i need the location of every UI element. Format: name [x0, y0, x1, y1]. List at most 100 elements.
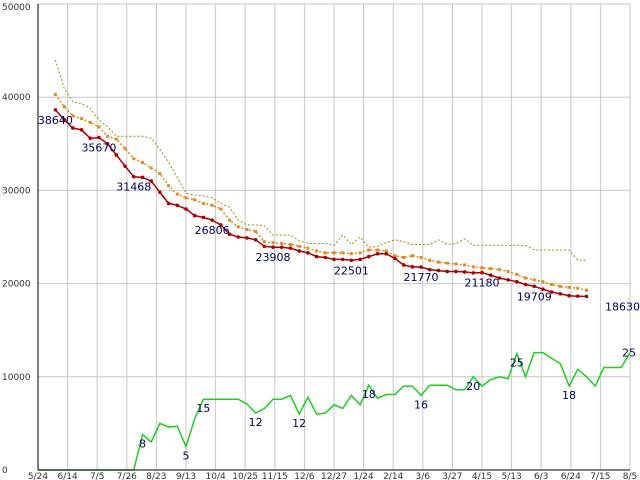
- data-point-red: [79, 128, 84, 132]
- data-point-red: [210, 218, 214, 222]
- data-point-orange: [219, 207, 223, 211]
- data-point-orange: [262, 240, 266, 244]
- axes: [37, 4, 630, 471]
- data-point-orange: [158, 172, 162, 176]
- data-point-red: [532, 284, 537, 289]
- series-line-red: [54, 109, 587, 298]
- data-point-red: [567, 293, 571, 298]
- x-tick-label: 7/5: [90, 472, 104, 480]
- x-tick-label: 5/13: [501, 472, 521, 480]
- data-point-orange: [454, 262, 458, 266]
- data-point-orange: [393, 254, 397, 258]
- data-label-red: 19709: [517, 290, 552, 303]
- data-point-red: [471, 271, 476, 275]
- x-tick-label: 8/5: [623, 472, 637, 480]
- data-point-orange: [402, 256, 406, 260]
- data-point-orange: [489, 267, 493, 271]
- data-point-orange: [71, 114, 75, 118]
- data-point-orange: [532, 278, 536, 282]
- data-point-orange: [288, 242, 292, 246]
- data-point-orange: [149, 166, 153, 170]
- grid-lines: [37, 3, 631, 471]
- y-tick-label: 50000: [2, 3, 31, 13]
- data-label-green: 25: [622, 347, 636, 360]
- data-point-red: [62, 117, 66, 122]
- x-tick-label: 4/15: [472, 472, 492, 480]
- data-point-red: [297, 249, 301, 253]
- data-point-red: [488, 273, 493, 278]
- data-point-orange: [541, 280, 545, 284]
- data-point-red: [497, 276, 502, 280]
- data-point-orange: [550, 283, 554, 287]
- data-point-orange: [497, 268, 501, 272]
- data-point-red: [105, 142, 110, 146]
- data-point-red: [584, 294, 589, 299]
- data-point-orange: [358, 251, 362, 255]
- data-point-red: [541, 287, 545, 291]
- data-label-green: 18: [362, 388, 376, 401]
- data-point-red: [227, 232, 232, 237]
- data-label-green: 20: [466, 380, 480, 393]
- data-point-red: [323, 255, 328, 260]
- data-point-orange: [436, 260, 440, 264]
- data-point-orange: [140, 160, 144, 164]
- data-label-red: 35670: [81, 142, 116, 155]
- y-tick-label: 10000: [2, 373, 31, 383]
- data-point-red: [306, 251, 310, 255]
- data-point-red: [149, 179, 153, 183]
- data-point-red: [427, 267, 432, 272]
- data-point-orange: [480, 266, 484, 270]
- x-tick-label: 6/3: [534, 472, 548, 480]
- data-point-orange: [384, 249, 388, 253]
- data-point-orange: [88, 120, 92, 124]
- y-tick-label: 30000: [2, 186, 31, 196]
- data-point-orange: [463, 263, 467, 267]
- data-labels: 38640 35670 31468 26806 23908 22501 21770 21180…: [38, 114, 640, 463]
- x-tick-label: 6/14: [57, 472, 77, 480]
- data-point-orange: [306, 246, 310, 250]
- data-point-orange: [97, 125, 101, 129]
- x-tick-label: 10/4: [205, 472, 225, 480]
- x-tick-label: 3/27: [442, 472, 462, 480]
- data-point-red: [114, 153, 119, 157]
- data-point-red: [358, 257, 362, 262]
- data-label-red: 31468: [116, 181, 151, 194]
- x-tick-label: 1/24: [353, 472, 373, 480]
- series-line-green: [38, 351, 631, 471]
- data-label-red: 26806: [195, 224, 230, 237]
- data-point-red: [88, 136, 93, 141]
- data-point-orange: [175, 192, 179, 196]
- data-point-red: [558, 292, 563, 296]
- data-point-red: [262, 244, 267, 249]
- x-tick-label: 10/25: [232, 472, 258, 480]
- data-label-green: 15: [196, 402, 210, 415]
- data-point-red: [549, 290, 554, 294]
- data-point-red: [436, 268, 441, 273]
- data-point-orange: [280, 242, 284, 246]
- data-point-orange: [576, 286, 580, 290]
- data-point-orange: [184, 196, 188, 200]
- data-point-orange: [445, 261, 449, 265]
- data-point-red: [236, 235, 241, 239]
- x-tick-label: 12/27: [321, 472, 347, 480]
- data-point-orange: [341, 251, 345, 255]
- data-point-orange: [245, 228, 249, 232]
- data-point-orange: [332, 251, 336, 255]
- data-point-orange: [201, 201, 205, 205]
- x-tick-label: 9/13: [176, 472, 196, 480]
- data-point-red: [245, 236, 249, 240]
- data-point-orange: [193, 198, 197, 202]
- data-point-orange: [210, 203, 214, 207]
- data-label-green: 12: [249, 416, 263, 429]
- y-tick-label: 40000: [2, 93, 31, 103]
- data-point-orange: [584, 288, 588, 292]
- data-label-red: 18630: [605, 300, 640, 313]
- data-point-orange: [410, 254, 414, 258]
- x-tick-label: 7/15: [590, 472, 610, 480]
- data-point-red: [97, 135, 101, 140]
- data-point-red: [175, 203, 180, 208]
- data-point-red: [314, 254, 319, 259]
- data-point-orange: [558, 284, 562, 288]
- data-point-red: [53, 108, 58, 112]
- data-point-red: [349, 258, 354, 263]
